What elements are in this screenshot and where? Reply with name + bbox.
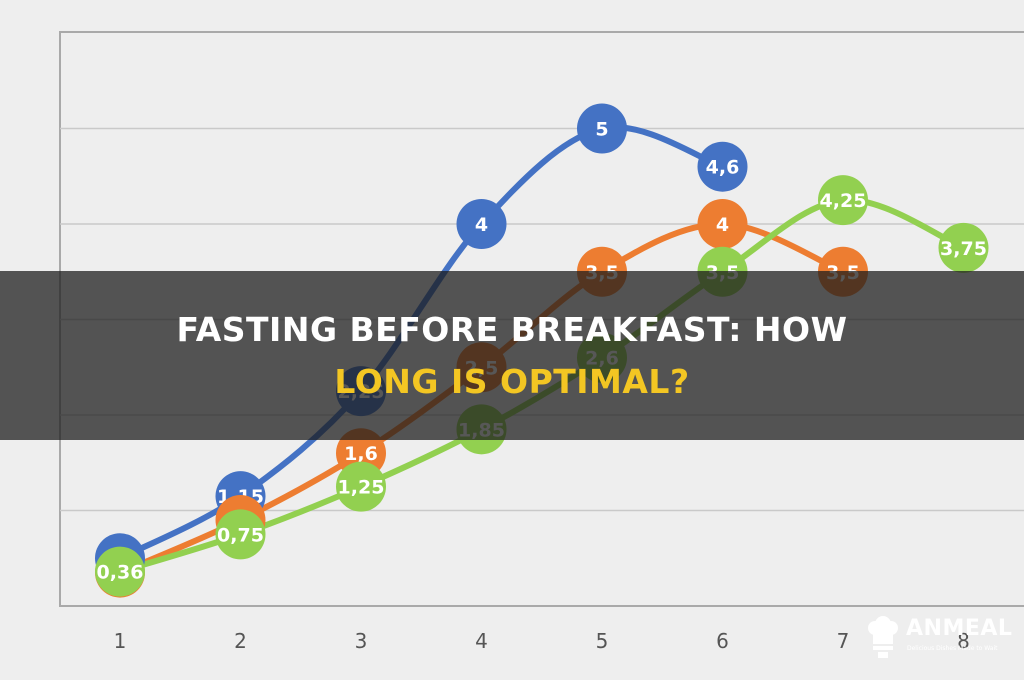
x-tick-label: 5 [596, 629, 609, 653]
series-3-point [95, 546, 145, 597]
x-tick-label: 8 [957, 629, 970, 653]
banner-title-line-2: Long is Optimal? [334, 361, 690, 401]
series-3-data-label: 0,75 [217, 524, 264, 546]
series-2-data-label: 4 [716, 214, 729, 236]
series-3-data-label: 3,75 [940, 238, 987, 260]
series-1-point [697, 141, 748, 192]
logo-name: ANMEAL [906, 616, 1013, 641]
series-1-data-label: 4 [475, 214, 488, 236]
title-banner: Fasting Before Breakfast: How Long is Op… [0, 271, 1024, 440]
series-2-point [697, 199, 748, 249]
series-3-point [818, 175, 868, 226]
series-3-data-label: 4,25 [820, 190, 867, 212]
series-1-data-label: 4,6 [706, 157, 740, 179]
series-1-point [456, 199, 507, 249]
x-tick-label: 7 [837, 629, 850, 653]
x-tick-label: 2 [234, 629, 247, 653]
series-2-data-label: 1,6 [344, 443, 378, 465]
series-1-data-label: 5 [595, 119, 608, 141]
series-3-data-label: 1,25 [338, 477, 385, 499]
series-3-data-label: 0,36 [97, 562, 144, 584]
series-3-point [215, 509, 266, 560]
banner-title-line-1: Fasting Before Breakfast: How [176, 309, 848, 349]
x-tick-label: 3 [355, 629, 368, 653]
brand-logo: ANMEAL Delicious Dishes Made to Wait [864, 612, 1014, 672]
x-axis-ticks: 1 2 3 4 5 6 7 8 [114, 629, 970, 653]
chef-hat-icon [868, 616, 898, 658]
series-3-point [336, 461, 386, 512]
series-3-point [938, 222, 989, 273]
series-1-point [577, 103, 627, 154]
x-tick-label: 4 [475, 629, 488, 653]
logo-tagline: Delicious Dishes Made to Wait [907, 645, 998, 652]
x-tick-label: 6 [716, 629, 729, 653]
x-tick-label: 1 [114, 629, 127, 653]
